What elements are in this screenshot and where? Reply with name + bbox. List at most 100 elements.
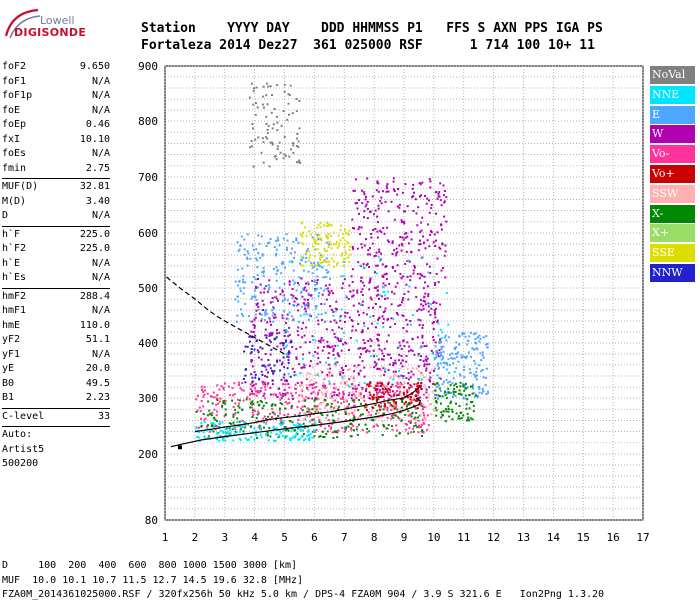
echo-point: [212, 422, 214, 425]
echo-point: [255, 434, 258, 437]
echo-point: [368, 288, 371, 291]
echo-point: [421, 334, 424, 337]
echo-point: [334, 307, 337, 310]
echo-point: [307, 250, 310, 253]
echo-point: [251, 359, 253, 362]
echo-point: [385, 185, 388, 188]
echo-point: [363, 394, 366, 397]
echo-point: [340, 349, 343, 352]
echo-point: [331, 308, 333, 311]
echo-point: [380, 349, 383, 352]
echo-point: [275, 266, 278, 269]
echo-point: [282, 310, 285, 313]
echo-point: [399, 392, 402, 395]
echo-point: [233, 423, 236, 426]
echo-point: [279, 398, 282, 401]
auto-scaling-line: 500200: [2, 458, 39, 469]
echo-point: [313, 399, 316, 402]
echo-point: [474, 376, 477, 378]
echo-point: [422, 403, 425, 406]
x-tick-label: 1: [162, 531, 169, 544]
echo-point: [387, 381, 390, 384]
echo-point: [430, 307, 433, 310]
echo-point: [400, 420, 403, 422]
echo-point: [281, 423, 284, 426]
echo-point: [433, 300, 436, 303]
echo-point: [464, 397, 467, 400]
echo-point: [304, 438, 307, 441]
echo-point: [353, 416, 356, 418]
echo-point: [303, 405, 306, 408]
echo-point: [351, 268, 354, 271]
echo-point: [420, 384, 422, 387]
echo-point: [472, 404, 475, 407]
echo-point: [208, 409, 211, 412]
echo-point: [246, 256, 249, 259]
echo-point: [421, 324, 424, 327]
echo-point: [392, 378, 395, 381]
echo-point: [329, 305, 332, 308]
echo-point: [261, 380, 264, 383]
echo-point: [419, 243, 422, 245]
echo-point: [341, 252, 344, 255]
echo-point: [386, 353, 389, 356]
echo-point: [342, 395, 344, 398]
echo-point: [417, 416, 419, 419]
echo-point: [262, 395, 265, 397]
echo-point: [271, 407, 274, 410]
echo-point: [257, 308, 260, 311]
echo-point: [380, 196, 383, 199]
echo-point: [248, 146, 251, 149]
echo-point: [273, 427, 276, 430]
echo-point: [339, 239, 342, 242]
echo-point: [336, 352, 339, 355]
echo-point: [202, 395, 205, 398]
echo-point: [344, 321, 346, 323]
echo-point: [429, 186, 432, 189]
echo-point: [472, 333, 475, 336]
echo-point: [246, 264, 249, 267]
echo-point: [390, 417, 393, 420]
echo-point: [379, 305, 382, 308]
echo-point: [395, 247, 398, 250]
echo-point: [405, 355, 408, 357]
echo-point: [272, 439, 275, 442]
echo-point: [316, 248, 319, 251]
echo-point: [203, 393, 206, 396]
echo-point: [378, 367, 381, 370]
echo-point: [402, 297, 405, 300]
echo-point: [348, 229, 351, 232]
echo-point: [254, 313, 257, 316]
echo-point: [284, 154, 287, 157]
echo-point: [447, 336, 450, 339]
echo-point: [358, 226, 361, 229]
legend-item: X+: [650, 224, 695, 243]
echo-point: [399, 408, 401, 411]
echo-point: [362, 311, 365, 314]
echo-point: [239, 290, 242, 293]
echo-point: [269, 238, 272, 240]
echo-point: [392, 399, 395, 402]
echo-point: [345, 398, 348, 401]
echo-point: [271, 143, 274, 146]
echo-point: [203, 389, 206, 392]
echo-point: [376, 338, 379, 340]
echo-point: [315, 411, 318, 414]
echo-point: [432, 409, 435, 412]
echo-point: [325, 298, 328, 301]
echo-point: [276, 145, 279, 148]
echo-point: [423, 418, 426, 420]
echo-point: [418, 324, 421, 326]
echo-point: [284, 435, 287, 438]
x-tick-label: 12: [487, 531, 500, 544]
echo-point: [357, 409, 360, 412]
echo-point: [268, 427, 271, 430]
echo-point: [427, 271, 430, 274]
echo-point: [309, 372, 312, 375]
echo-point: [227, 430, 230, 433]
echo-point: [253, 326, 256, 329]
echo-point: [233, 413, 236, 416]
echo-point: [375, 272, 378, 275]
echo-point: [378, 380, 381, 383]
echo-point: [220, 429, 222, 432]
